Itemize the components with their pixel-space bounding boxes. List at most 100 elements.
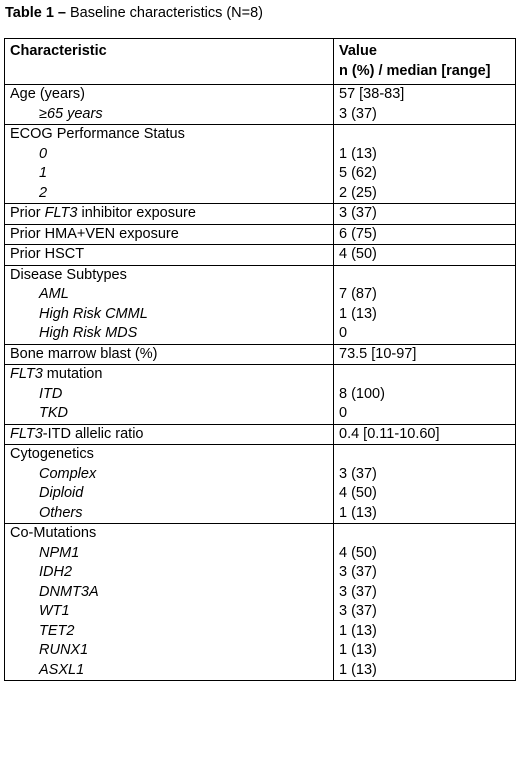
sub-value: 1 (13): [339, 661, 377, 678]
sub-value: 5 (62): [339, 165, 377, 181]
sub-label: Complex: [39, 465, 97, 482]
sub-value: 8 (100): [339, 385, 385, 402]
row-label-text: Prior HSCT: [10, 246, 85, 262]
sub-value: 1 (13): [339, 622, 377, 639]
row-label-text: Prior HMA+VEN exposure: [10, 225, 179, 242]
row-label-text: Age (years): [10, 86, 85, 102]
sub-value: 3 (37): [339, 465, 377, 482]
row-label: FLT3 mutation ITD TKD: [4, 364, 334, 425]
row-value: 4 (50): [333, 244, 516, 266]
row-label-text: Bone marrow blast (%): [10, 345, 158, 362]
sub-label: NPM1: [39, 544, 80, 561]
row-value: 57 [38-83] 3 (37): [333, 84, 516, 125]
row-label: Prior FLT3 inhibitor exposure: [4, 203, 334, 225]
table-row-ecog: ECOG Performance Status 0 1 2 1 (13) 5 (…: [4, 124, 516, 204]
sub-value: 3 (37): [339, 105, 377, 122]
table-caption-text: Baseline characteristics (N=8): [65, 5, 264, 21]
blank-cell: [339, 125, 510, 145]
sub-value: 7 (87): [339, 286, 377, 302]
baseline-characteristics-table: Characteristic Value n (%) / median [ran…: [4, 38, 516, 681]
sub-value: 2 (25): [339, 184, 377, 201]
row-value: 73.5 [10-97]: [333, 343, 516, 365]
header-value-line1: Value: [339, 43, 377, 59]
label-suffix: -ITD allelic ratio: [42, 425, 144, 442]
table-caption-label: Table 1 –: [5, 5, 66, 21]
sub-value: 1 (13): [339, 305, 377, 322]
table-row-flt3-mutation: FLT3 mutation ITD TKD 8 (100) 0: [4, 364, 516, 425]
sub-value: 0: [339, 405, 348, 421]
table-row-bone-marrow-blast: Bone marrow blast (%) 73.5 [10-97]: [4, 343, 516, 365]
sub-label: Others: [39, 504, 83, 521]
row-value: 1 (13) 5 (62) 2 (25): [333, 124, 516, 204]
sub-label: RUNX1: [39, 642, 89, 658]
sub-value: 3 (37): [339, 564, 377, 580]
sub-label: ASXL1: [39, 661, 85, 678]
row-value-text: 6 (75): [339, 225, 377, 242]
row-value-text: 57 [38-83]: [339, 86, 405, 102]
row-value: 3 (37) 4 (50) 1 (13): [333, 444, 516, 524]
row-label: Disease Subtypes AML High Risk CMML High…: [4, 264, 334, 345]
header-value: Value n (%) / median [range]: [333, 38, 516, 85]
row-label-text: ECOG Performance Status: [10, 126, 185, 142]
blank-cell: [339, 266, 510, 286]
row-value: 0.4 [0.11-10.60]: [333, 423, 516, 445]
row-label: ECOG Performance Status 0 1 2: [4, 124, 334, 204]
row-label: FLT3-ITD allelic ratio: [4, 423, 334, 445]
label-gene: FLT3: [10, 366, 43, 382]
row-value: 3 (37): [333, 203, 516, 225]
table-row-age: Age (years) ≥65 years 57 [38-83] 3 (37): [4, 84, 516, 125]
row-value: 6 (75): [333, 223, 516, 245]
sub-value: 4 (50): [339, 485, 377, 501]
table-row-cytogenetics: Cytogenetics Complex Diploid Others 3 (3…: [4, 444, 516, 524]
table-row-co-mutations: Co-Mutations NPM1 IDH2 DNMT3A WT1 TET2 R…: [4, 523, 516, 681]
row-label: Co-Mutations NPM1 IDH2 DNMT3A WT1 TET2 R…: [4, 523, 334, 681]
sub-label: ITD: [39, 385, 63, 402]
row-value-text: 4 (50): [339, 246, 377, 262]
sub-label: IDH2: [39, 564, 73, 580]
sub-label: 2: [39, 184, 48, 201]
blank-cell: [339, 445, 510, 465]
label-prefix: Prior: [10, 205, 45, 221]
sub-label: TKD: [39, 405, 68, 421]
row-label-text: FLT3-ITD allelic ratio: [10, 425, 328, 445]
row-label-text: Co-Mutations: [10, 525, 97, 541]
sub-label: ≥65 years: [39, 105, 103, 122]
row-label-text: FLT3 mutation: [10, 365, 328, 385]
sub-value: 1 (13): [339, 145, 377, 162]
row-label: Cytogenetics Complex Diploid Others: [4, 444, 334, 524]
table-header-row: Characteristic Value n (%) / median [ran…: [4, 38, 516, 85]
row-value-text: 73.5 [10-97]: [339, 345, 417, 362]
sub-label: Diploid: [39, 485, 84, 501]
sub-label: AML: [39, 286, 69, 302]
sub-value: 1 (13): [339, 642, 377, 658]
sub-value: 1 (13): [339, 504, 377, 521]
table-caption: Table 1 – Baseline characteristics (N=8): [5, 4, 263, 22]
sub-label: 0: [39, 145, 48, 162]
blank-cell: [339, 524, 510, 544]
row-label: Prior HMA+VEN exposure: [4, 223, 334, 245]
blank-cell: [339, 365, 510, 385]
row-label: Prior HSCT: [4, 244, 334, 266]
sub-label: 1: [39, 165, 48, 181]
row-value: 7 (87) 1 (13) 0: [333, 264, 516, 345]
sub-label: WT1: [39, 603, 70, 619]
table-row-flt3-inhibitor: Prior FLT3 inhibitor exposure 3 (37): [4, 203, 516, 225]
row-value: 8 (100) 0: [333, 364, 516, 425]
sub-value: 4 (50): [339, 544, 377, 561]
row-label: Age (years) ≥65 years: [4, 84, 334, 125]
sub-label: TET2: [39, 622, 75, 639]
label-gene: FLT3: [44, 205, 78, 221]
sub-value: 3 (37): [339, 603, 377, 619]
header-value-line2: n (%) / median [range]: [339, 62, 491, 79]
row-label-text: Cytogenetics: [10, 446, 94, 462]
row-value-text: 0.4 [0.11-10.60]: [339, 425, 440, 442]
row-label-text: Prior FLT3 inhibitor exposure: [10, 204, 328, 224]
table-row-allelic-ratio: FLT3-ITD allelic ratio 0.4 [0.11-10.60]: [4, 423, 516, 445]
sub-value: 0: [339, 325, 348, 341]
sub-label: DNMT3A: [39, 583, 99, 600]
row-value: 4 (50) 3 (37) 3 (37) 3 (37) 1 (13) 1 (13…: [333, 523, 516, 681]
table-row-disease-subtypes: Disease Subtypes AML High Risk CMML High…: [4, 264, 516, 345]
label-suffix: inhibitor exposure: [77, 205, 196, 221]
sub-label: High Risk MDS: [39, 325, 138, 341]
row-value-text: 3 (37): [339, 205, 377, 221]
